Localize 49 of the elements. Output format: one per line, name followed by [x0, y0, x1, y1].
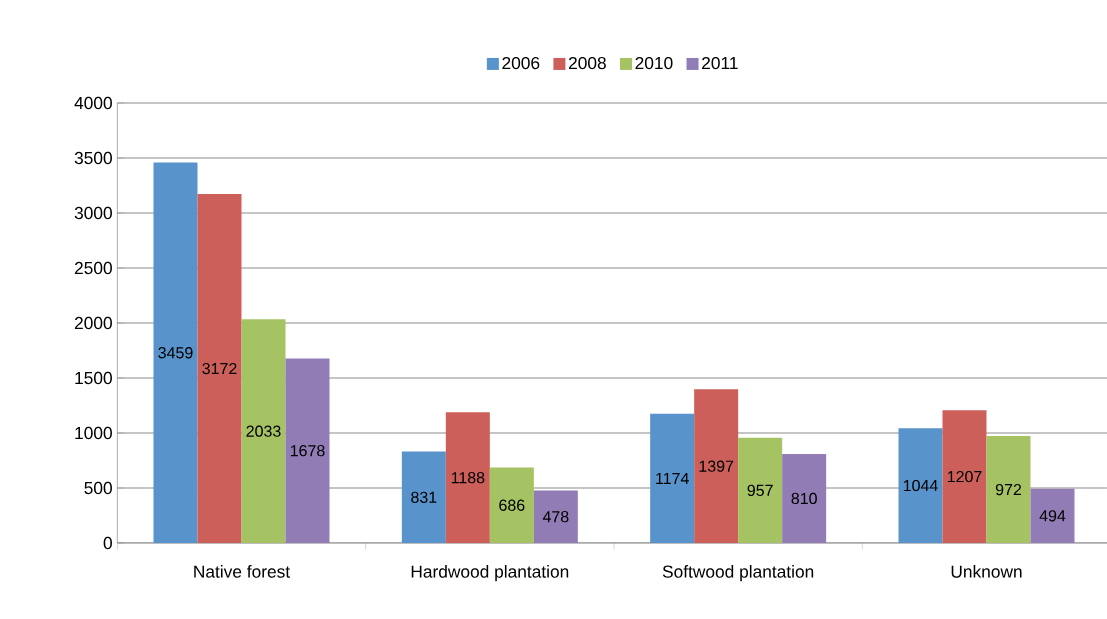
bar — [153, 162, 198, 543]
data-label: 1207 — [947, 470, 982, 483]
bar — [285, 358, 330, 543]
data-label: 1044 — [903, 479, 938, 492]
data-label: 3172 — [202, 362, 237, 375]
bar — [1030, 488, 1075, 543]
bar — [782, 453, 827, 543]
bar — [197, 194, 242, 543]
data-label: 831 — [411, 491, 437, 503]
x-tick-label: Unknown — [951, 565, 1022, 578]
data-label: 810 — [791, 492, 817, 505]
data-label: 1188 — [451, 472, 485, 484]
y-tick-label: 4000 — [74, 96, 112, 110]
x-tick-label: Softwood plantation — [662, 565, 814, 582]
y-tick-label: 2500 — [74, 261, 112, 275]
y-tick-label: 1000 — [75, 426, 112, 440]
y-tick-label: 500 — [84, 481, 112, 495]
legend-label: 2006 — [502, 56, 540, 70]
data-label: 494 — [1039, 510, 1066, 522]
bar — [738, 437, 783, 543]
y-tick-label: 3500 — [74, 151, 112, 165]
bar — [241, 319, 286, 543]
data-label: 2033 — [246, 425, 281, 437]
legend-label: 2008 — [568, 56, 606, 70]
bar — [694, 389, 739, 543]
bar — [533, 490, 578, 543]
y-tick-label: 1500 — [75, 371, 112, 385]
data-label: 686 — [499, 499, 525, 511]
data-label: 972 — [995, 483, 1022, 496]
bar — [489, 467, 534, 543]
data-label: 1397 — [699, 460, 734, 472]
bar — [898, 428, 943, 543]
legend-label: 2010 — [635, 56, 673, 70]
x-tick-label: Hardwood plantation — [411, 565, 569, 582]
y-tick-label: 2000 — [74, 316, 112, 330]
bar — [401, 451, 446, 543]
bar — [986, 436, 1031, 543]
bar — [650, 413, 695, 543]
bar — [445, 412, 490, 543]
y-tick-label: 0 — [103, 536, 112, 550]
x-tick-label: Native forest — [194, 565, 290, 578]
bar — [942, 410, 987, 543]
data-label: 957 — [747, 484, 773, 497]
data-label: 1174 — [656, 472, 689, 484]
data-label: 3459 — [158, 347, 193, 359]
data-label: 1678 — [290, 445, 325, 457]
legend-label: 2011 — [702, 56, 738, 70]
data-label: 478 — [542, 511, 569, 523]
y-tick-label: 3000 — [74, 206, 112, 220]
